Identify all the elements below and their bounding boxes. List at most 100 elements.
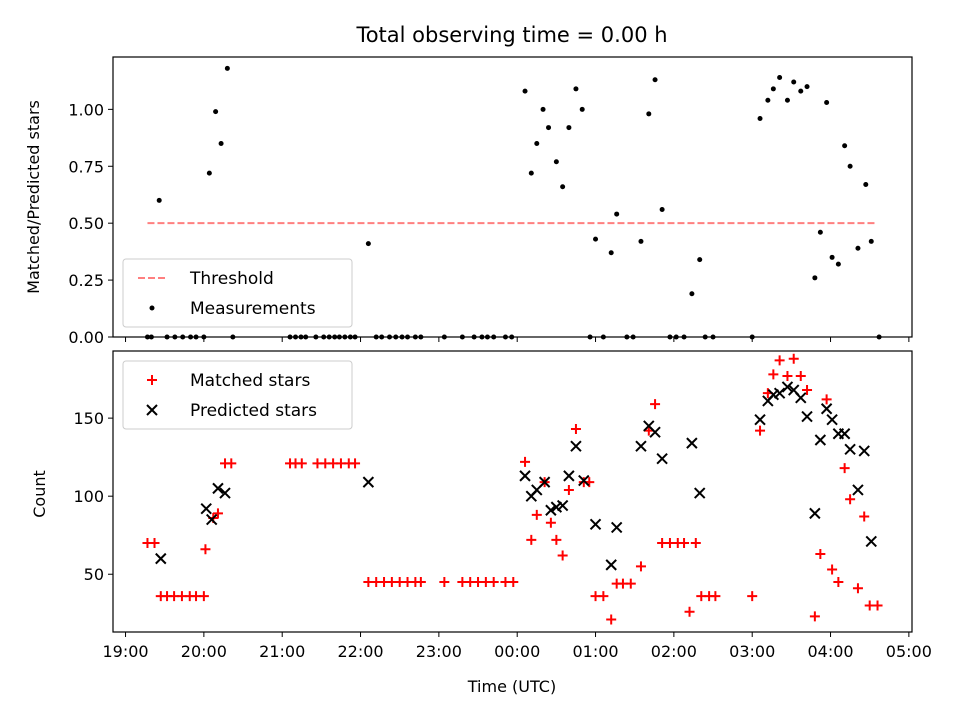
bottom-y-tick-label: 100 xyxy=(73,487,104,506)
matched-star-point xyxy=(526,534,537,545)
predicted-star-point xyxy=(844,443,856,456)
measurement-point xyxy=(459,334,465,340)
measurement-point xyxy=(573,86,579,92)
matched-star-point xyxy=(684,606,695,617)
predicted-star-point xyxy=(656,453,668,465)
measurement-point xyxy=(646,111,652,117)
measurement-point xyxy=(824,100,830,106)
bottom-legend: Matched stars Predicted stars xyxy=(122,360,353,430)
matched-star-point xyxy=(821,394,832,405)
matched-star-point xyxy=(872,600,883,611)
top-panel-ratio: 0.00 0.25 0.50 0.75 1.00 Threshold Measurement… xyxy=(68,56,913,347)
measurement-point xyxy=(566,125,572,131)
matched-star-point xyxy=(815,548,826,559)
measurement-point xyxy=(303,334,309,340)
measurement-point xyxy=(218,141,224,147)
measurement-point xyxy=(471,334,477,340)
matched-star-point xyxy=(570,424,581,435)
measurement-point xyxy=(546,125,552,131)
measurement-point xyxy=(298,334,304,340)
measurement-point xyxy=(412,334,418,340)
predicted-star-point xyxy=(852,484,864,496)
measurement-point xyxy=(667,334,673,340)
measurement-point xyxy=(393,334,399,340)
top-legend: Threshold Measurements xyxy=(122,258,353,328)
x-tick-label: 02:00 xyxy=(651,642,697,661)
measurement-point xyxy=(659,207,665,213)
predicted-star-point xyxy=(578,474,590,487)
matched-star-point xyxy=(557,550,568,561)
measurement-point xyxy=(399,334,405,340)
chart-title: Total observing time = 0.00 h xyxy=(355,23,667,47)
matched-star-point xyxy=(774,355,785,366)
measurement-point xyxy=(379,334,385,340)
measurement-point xyxy=(804,84,810,90)
predicted-star-point xyxy=(519,470,531,482)
measurement-point xyxy=(405,334,411,340)
matched-star-point xyxy=(149,538,160,549)
measurement-point xyxy=(321,334,327,340)
measurement-point xyxy=(528,170,534,176)
measurement-point xyxy=(164,334,170,340)
predicted-star-point xyxy=(605,559,617,571)
x-tick-label: 01:00 xyxy=(572,642,618,661)
x-tick-label: 05:00 xyxy=(886,642,932,661)
matched-star-point xyxy=(350,458,361,469)
predicted-star-point xyxy=(556,499,569,512)
predicted-star-point xyxy=(538,476,551,488)
measurement-point xyxy=(710,334,716,340)
bottom-y-tick-label: 50 xyxy=(84,565,104,584)
matched-star-point xyxy=(788,353,799,364)
legend-label: Predicted stars xyxy=(190,401,317,421)
predicted-star-point xyxy=(781,381,794,393)
measurement-point xyxy=(180,334,186,340)
predicted-star-point xyxy=(200,502,212,515)
measurement-point xyxy=(502,334,508,340)
measurement-point xyxy=(479,334,485,340)
predicted-star-point xyxy=(570,440,582,452)
measurement-point xyxy=(855,245,861,251)
measurement-point xyxy=(313,334,319,340)
bottom-series-x xyxy=(155,381,877,571)
measurement-point xyxy=(342,334,348,340)
measurement-point xyxy=(365,241,371,247)
measurement-point xyxy=(206,170,212,176)
predicted-star-point xyxy=(219,487,231,499)
legend-marker xyxy=(146,404,158,416)
matched-star-point xyxy=(845,494,856,505)
measurement-point xyxy=(332,334,338,340)
matched-star-point xyxy=(852,583,863,594)
measurement-point xyxy=(579,106,585,112)
matched-star-point xyxy=(598,591,609,602)
predicted-star-point xyxy=(795,392,807,404)
predicted-star-point xyxy=(649,426,661,438)
measurement-point xyxy=(847,163,853,169)
predicted-star-point xyxy=(865,535,877,548)
matched-star-point xyxy=(212,508,223,519)
legend-marker xyxy=(149,305,155,311)
measurement-point xyxy=(652,77,658,83)
matched-star-point xyxy=(296,458,307,469)
measurement-point xyxy=(765,97,771,103)
matched-star-point xyxy=(690,538,701,549)
measurement-point xyxy=(560,184,566,190)
measurement-point xyxy=(534,141,540,147)
measurement-point xyxy=(791,79,797,85)
measurement-point xyxy=(777,74,783,80)
matched-star-point xyxy=(768,369,779,380)
measurement-point xyxy=(553,159,559,165)
matched-star-point xyxy=(625,578,636,589)
measurement-point xyxy=(509,334,515,340)
matched-star-point xyxy=(827,564,838,575)
predicted-star-point xyxy=(205,513,218,526)
measurement-point xyxy=(441,334,447,340)
measurement-point xyxy=(798,88,804,94)
predicted-star-point xyxy=(814,434,827,446)
measurement-point xyxy=(587,334,593,340)
measurement-point xyxy=(689,291,695,297)
matched-star-point xyxy=(563,484,574,495)
measurement-point xyxy=(213,109,219,115)
top-y-tick-label: 0.25 xyxy=(68,271,104,290)
